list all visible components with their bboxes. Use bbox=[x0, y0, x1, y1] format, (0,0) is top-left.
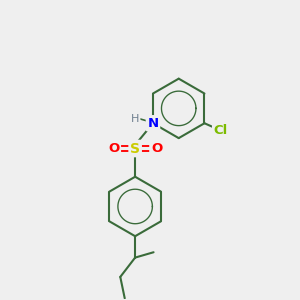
Text: O: O bbox=[151, 142, 162, 155]
Text: O: O bbox=[108, 142, 119, 155]
Text: H: H bbox=[131, 114, 139, 124]
Text: N: N bbox=[147, 117, 158, 130]
Text: Cl: Cl bbox=[214, 124, 228, 137]
Text: S: S bbox=[130, 142, 140, 155]
